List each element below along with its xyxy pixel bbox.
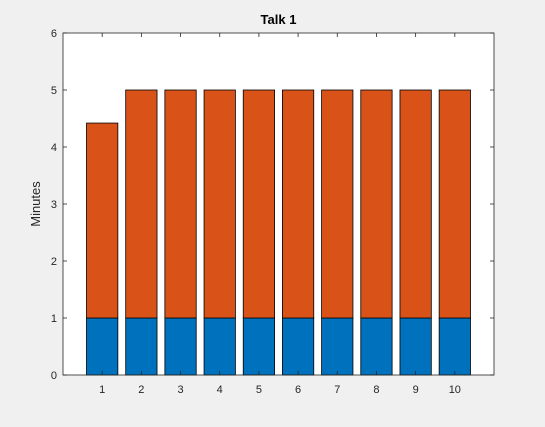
bar-segment-2-10 bbox=[438, 89, 471, 319]
bar-segment-2-2 bbox=[125, 89, 158, 319]
x-tick-label-6: 6 bbox=[295, 384, 301, 396]
bar-segment-1-7 bbox=[321, 317, 354, 376]
x-tick-label-9: 9 bbox=[413, 384, 419, 396]
bar-segment-2-7 bbox=[321, 89, 354, 319]
bar-segment-1-2 bbox=[125, 317, 158, 376]
chart-title: Talk 1 bbox=[261, 12, 297, 27]
y-tick-label-4: 4 bbox=[51, 142, 57, 154]
bar-segment-1-1 bbox=[86, 317, 119, 376]
bar-segment-1-4 bbox=[203, 317, 236, 376]
y-tick-label-0: 0 bbox=[51, 370, 57, 382]
bar-segment-2-1 bbox=[86, 122, 119, 319]
bar-segment-2-4 bbox=[203, 89, 236, 319]
x-tick-label-8: 8 bbox=[373, 384, 379, 396]
bar-segment-1-9 bbox=[399, 317, 432, 376]
x-tick-label-4: 4 bbox=[217, 384, 223, 396]
y-tick-label-3: 3 bbox=[51, 199, 57, 211]
y-tick-label-1: 1 bbox=[51, 313, 57, 325]
bar-segment-2-6 bbox=[282, 89, 315, 319]
x-tick-label-2: 2 bbox=[138, 384, 144, 396]
axes-layer: 0 1 2 3 4 5 6 1 2 3 4 5 6 7 8 9 10 bbox=[51, 28, 495, 396]
y-axis-label: Minutes bbox=[28, 181, 43, 227]
x-tick-label-10: 10 bbox=[449, 384, 461, 396]
bar-segment-2-8 bbox=[360, 89, 393, 319]
x-tick-label-7: 7 bbox=[334, 384, 340, 396]
x-tick-label-5: 5 bbox=[256, 384, 262, 396]
y-tick-label-2: 2 bbox=[51, 256, 57, 268]
bar-segment-2-5 bbox=[242, 89, 275, 319]
x-tick-label-3: 3 bbox=[177, 384, 183, 396]
y-tick-label-5: 5 bbox=[51, 85, 57, 97]
bar-segment-1-8 bbox=[360, 317, 393, 376]
bar-segment-1-10 bbox=[438, 317, 471, 376]
bars-layer bbox=[86, 89, 471, 376]
bar-segment-2-3 bbox=[164, 89, 197, 319]
y-tick-label-6: 6 bbox=[51, 28, 57, 40]
bar-segment-1-5 bbox=[242, 317, 275, 376]
x-tick-label-1: 1 bbox=[99, 384, 105, 396]
bar-segment-1-3 bbox=[164, 317, 197, 376]
bar-segment-1-6 bbox=[282, 317, 315, 376]
bar-segment-2-9 bbox=[399, 89, 432, 319]
